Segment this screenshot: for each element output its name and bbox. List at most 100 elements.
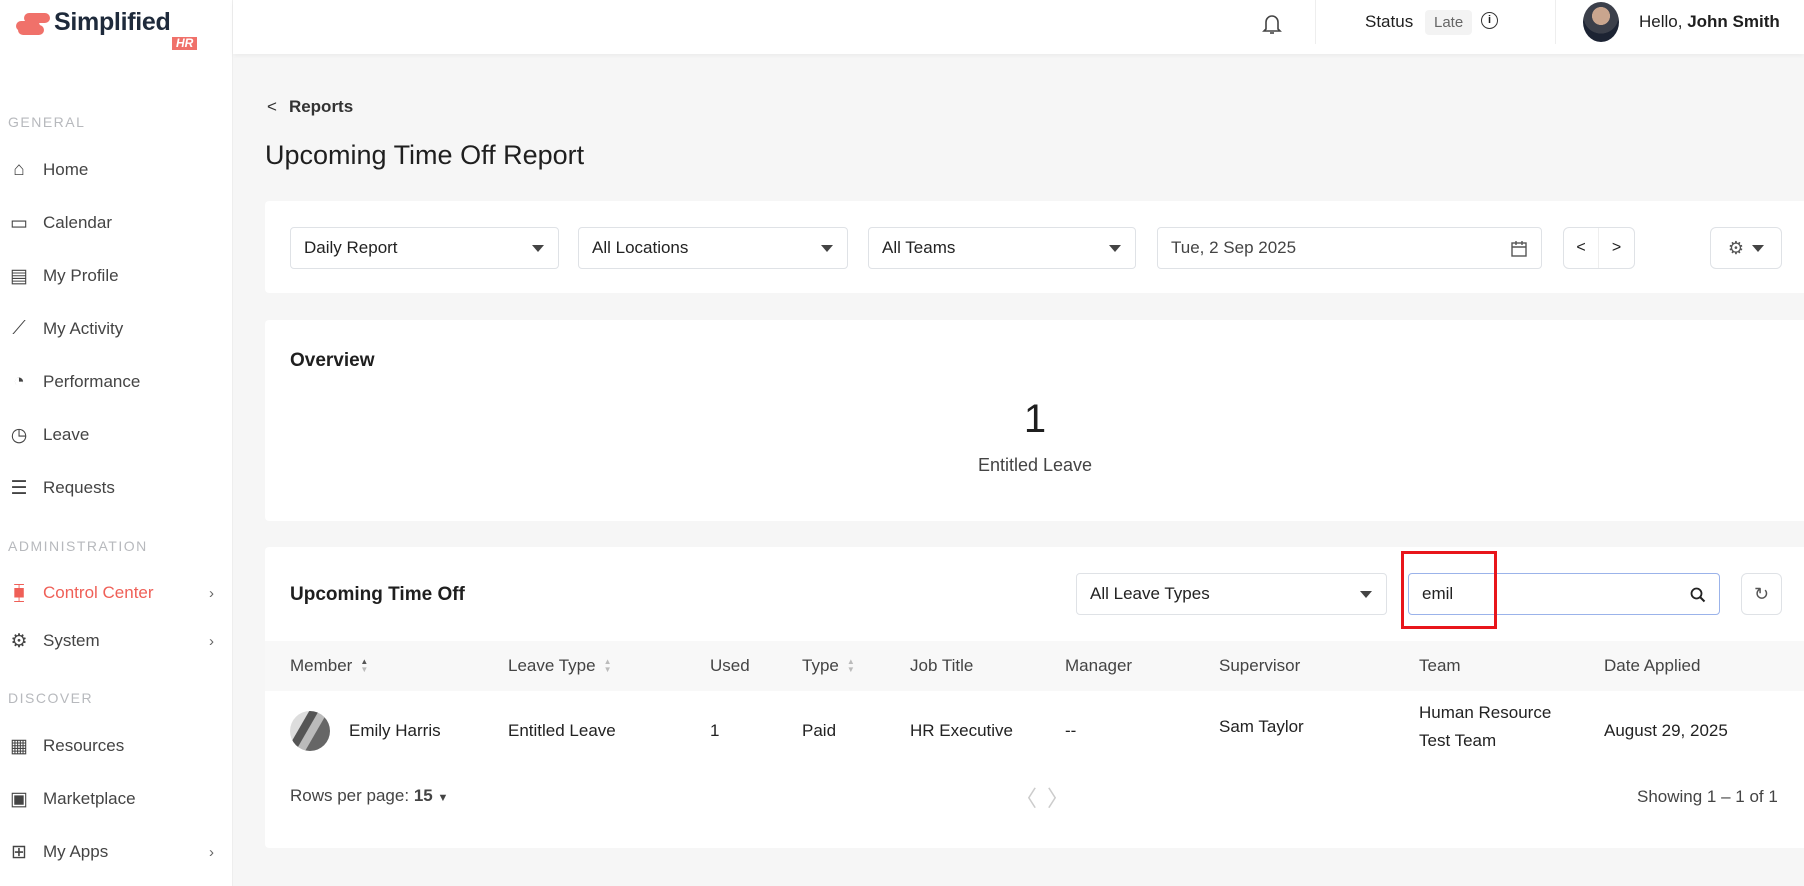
settings-dropdown-button[interactable]: ⚙	[1710, 227, 1782, 269]
sidebar-item-calendar[interactable]: ▭ Calendar	[8, 205, 218, 241]
table-icon: ▦	[10, 735, 28, 757]
table-title: Upcoming Time Off	[290, 584, 465, 605]
brand-badge: HR	[172, 37, 198, 50]
column-header-supervisor: Supervisor	[1219, 641, 1300, 691]
profile-icon: ▤	[10, 265, 28, 287]
sidebar-item-system[interactable]: ⚙ System ›	[8, 623, 218, 659]
caret-down-icon	[1109, 245, 1121, 252]
column-label: Used	[710, 656, 750, 675]
sidebar-item-requests[interactable]: ☰ Requests	[8, 470, 218, 506]
prev-page-button[interactable]: 〈	[1015, 786, 1038, 811]
date-nav: < >	[1563, 227, 1635, 269]
column-label: Team	[1419, 656, 1461, 675]
logo[interactable]: Simplified	[16, 10, 171, 37]
location-select[interactable]: All Locations	[578, 227, 848, 269]
leave-type-select[interactable]: All Leave Types	[1076, 573, 1387, 615]
supervisor-cell: Sam Taylor	[1219, 717, 1304, 736]
avatar[interactable]	[1583, 2, 1619, 42]
gear-icon: ⚙	[1727, 237, 1745, 258]
column-header-team: Team	[1419, 641, 1461, 691]
requests-icon: ☰	[10, 477, 28, 499]
chevron-right-icon: ›	[209, 843, 214, 861]
gear-icon: ⚙	[10, 630, 28, 652]
user-name: John Smith	[1687, 12, 1780, 31]
back-link[interactable]: < Reports	[267, 97, 353, 117]
search-value: emil	[1422, 584, 1454, 603]
sidebar-item-label: System	[43, 631, 100, 650]
upcoming-time-off-card: Upcoming Time Off All Leave Types emil ↻…	[265, 547, 1804, 848]
table-row[interactable]: Emily Harris Entitled Leave 1 Paid HR Ex…	[265, 691, 1804, 771]
sidebar-item-label: Calendar	[43, 213, 112, 232]
column-header-member[interactable]: Member ▲ ▼	[290, 641, 368, 691]
sidebar-item-my-apps[interactable]: ⊞ My Apps ›	[8, 834, 218, 870]
info-icon[interactable]: i	[1481, 12, 1498, 29]
apps-grid-icon: ⊞	[11, 841, 27, 863]
team-select[interactable]: All Teams	[868, 227, 1136, 269]
sidebar-item-label: Requests	[43, 478, 115, 497]
sidebar-item-label: Leave	[43, 425, 90, 444]
refresh-button[interactable]: ↻	[1741, 573, 1782, 615]
sidebar-item-my-profile[interactable]: ▤ My Profile	[8, 258, 218, 294]
next-page-button[interactable]: 〉	[1047, 786, 1070, 811]
rows-per-page-value: 15	[413, 786, 433, 805]
column-label: Leave Type	[508, 656, 596, 675]
type-cell: Paid	[802, 721, 837, 740]
report-type-select[interactable]: Daily Report	[290, 227, 559, 269]
column-header-used: Used	[710, 641, 750, 691]
column-label: Supervisor	[1219, 656, 1301, 675]
location-value: All Locations	[592, 238, 689, 257]
sidebar: Simplified HR GENERAL ADMINISTRATION DIS…	[0, 0, 233, 886]
chevron-left-icon: <	[267, 97, 277, 116]
column-header-type[interactable]: Type ▲ ▼	[802, 641, 855, 691]
sidebar-item-label: My Activity	[43, 319, 124, 338]
clock-icon: ◷	[10, 424, 28, 446]
sidebar-item-my-activity[interactable]: ⟋ My Activity	[8, 311, 218, 347]
team-cell-line1: Human Resource	[1419, 703, 1552, 722]
caret-down-icon	[532, 245, 544, 252]
column-header-job-title: Job Title	[910, 641, 973, 691]
rows-per-page-label: Rows per page:	[290, 786, 410, 805]
report-type-value: Daily Report	[304, 238, 398, 257]
gauge-icon: ◔	[13, 371, 25, 392]
next-day-button[interactable]: >	[1611, 239, 1622, 256]
sidebar-item-performance[interactable]: ◔ Performance	[8, 364, 218, 400]
section-administration: ADMINISTRATION	[8, 538, 148, 554]
sidebar-item-label: Performance	[43, 372, 141, 391]
bell-icon[interactable]	[1261, 12, 1283, 36]
sliders-icon: ⧯	[12, 582, 26, 603]
manager-cell: --	[1065, 721, 1077, 740]
search-input[interactable]: emil	[1408, 573, 1720, 615]
leave-type-value: All Leave Types	[1090, 584, 1210, 603]
overview-label: Entitled Leave	[977, 455, 1093, 475]
status-label: Status	[1365, 12, 1414, 31]
section-general: GENERAL	[8, 114, 86, 130]
date-value: Tue, 2 Sep 2025	[1171, 238, 1297, 257]
team-value: All Teams	[882, 238, 956, 257]
rows-per-page-select[interactable]: 15 ▼	[414, 786, 449, 805]
team-cell-line2: Test Team	[1419, 731, 1497, 750]
prev-day-button[interactable]: <	[1564, 228, 1600, 268]
marketplace-icon: ▣	[10, 788, 28, 810]
caret-down-icon: ▼	[437, 792, 449, 804]
sidebar-item-resources[interactable]: ▦ Resources	[8, 728, 218, 764]
used-cell: 1	[710, 721, 720, 740]
sidebar-item-home[interactable]: ⌂ Home	[8, 152, 218, 188]
sidebar-item-label: My Apps	[43, 842, 109, 861]
status-badge: Late	[1425, 10, 1473, 35]
sidebar-item-label: My Profile	[43, 266, 119, 285]
sidebar-item-marketplace[interactable]: ▣ Marketplace	[8, 781, 218, 817]
search-icon[interactable]	[1690, 587, 1706, 603]
filter-bar: Daily Report All Locations All Teams Tue…	[265, 201, 1804, 293]
home-icon: ⌂	[13, 159, 25, 180]
member-name[interactable]: Emily Harris	[349, 721, 441, 740]
sidebar-item-leave[interactable]: ◷ Leave	[8, 417, 218, 453]
sidebar-item-control-center[interactable]: ⧯ Control Center ›	[8, 575, 218, 611]
search-highlight-box	[1401, 551, 1497, 629]
date-picker[interactable]: Tue, 2 Sep 2025	[1157, 227, 1542, 269]
greeting[interactable]: Hello, John Smith	[1639, 12, 1780, 32]
chevron-right-icon: ›	[209, 584, 214, 602]
member-avatar	[290, 711, 330, 751]
column-header-leave-type[interactable]: Leave Type ▲ ▼	[508, 641, 612, 691]
rows-per-page: Rows per page: 15 ▼	[290, 786, 448, 806]
calendar-icon	[1511, 241, 1527, 257]
